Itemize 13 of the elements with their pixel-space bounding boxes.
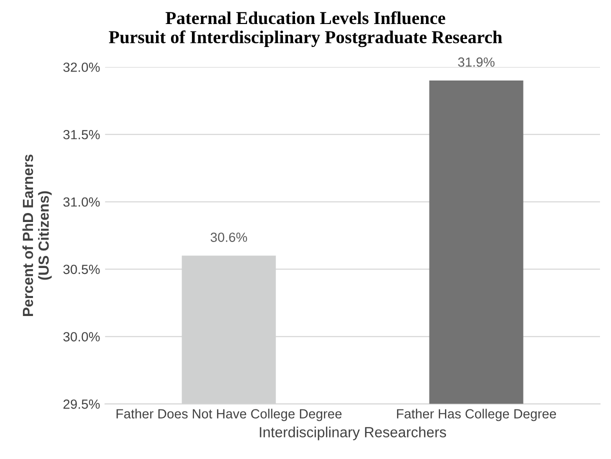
y-tick-label: 30.0% [63, 332, 100, 342]
x-axis-title: Interdisciplinary Researchers [260, 426, 446, 440]
y-tick-label: 31.5% [63, 130, 100, 140]
y-axis-title: Percent of PhD Earners (US Citizens) [22, 154, 52, 316]
data-label: 30.6% [210, 232, 248, 242]
data-label: 31.9% [458, 57, 495, 67]
y-tick-label: 31.0% [63, 197, 100, 207]
chart-title: Paternal Education Levels Influence Pursuit of Interdisciplinary Postgraduate Research [108, 11, 502, 48]
y-tick-label: 30.5% [63, 264, 100, 274]
x-tick-label: Father Has College Degree [397, 408, 556, 422]
y-tick-label: 32.0% [63, 62, 100, 72]
y-tick-label: 29.5% [63, 399, 100, 409]
x-tick-label: Father Does Not Have College Degree [116, 408, 342, 422]
